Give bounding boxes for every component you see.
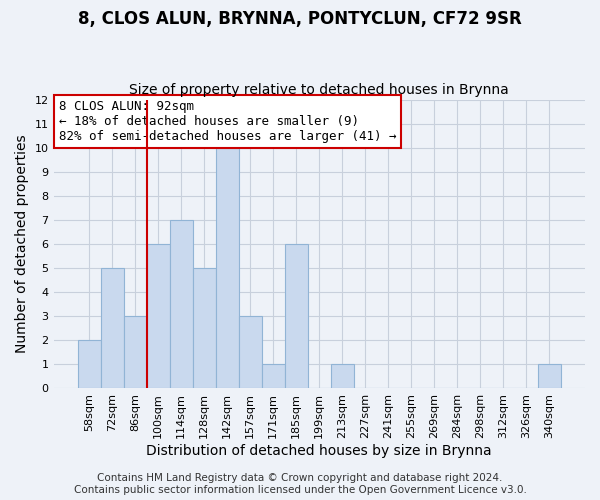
Bar [77, 340, 101, 388]
Bar [216, 148, 239, 388]
Bar [147, 244, 170, 388]
Bar [170, 220, 193, 388]
X-axis label: Distribution of detached houses by size in Brynna: Distribution of detached houses by size … [146, 444, 492, 458]
Text: Contains HM Land Registry data © Crown copyright and database right 2024.
Contai: Contains HM Land Registry data © Crown c… [74, 474, 526, 495]
Bar [331, 364, 354, 388]
Title: Size of property relative to detached houses in Brynna: Size of property relative to detached ho… [130, 83, 509, 97]
Text: 8 CLOS ALUN: 92sqm
← 18% of detached houses are smaller (9)
82% of semi-detached: 8 CLOS ALUN: 92sqm ← 18% of detached hou… [59, 100, 397, 142]
Bar [262, 364, 285, 388]
Bar [538, 364, 561, 388]
Bar [285, 244, 308, 388]
Bar [239, 316, 262, 388]
Bar [124, 316, 147, 388]
Text: 8, CLOS ALUN, BRYNNA, PONTYCLUN, CF72 9SR: 8, CLOS ALUN, BRYNNA, PONTYCLUN, CF72 9S… [78, 10, 522, 28]
Bar [101, 268, 124, 388]
Y-axis label: Number of detached properties: Number of detached properties [15, 134, 29, 353]
Bar [193, 268, 216, 388]
